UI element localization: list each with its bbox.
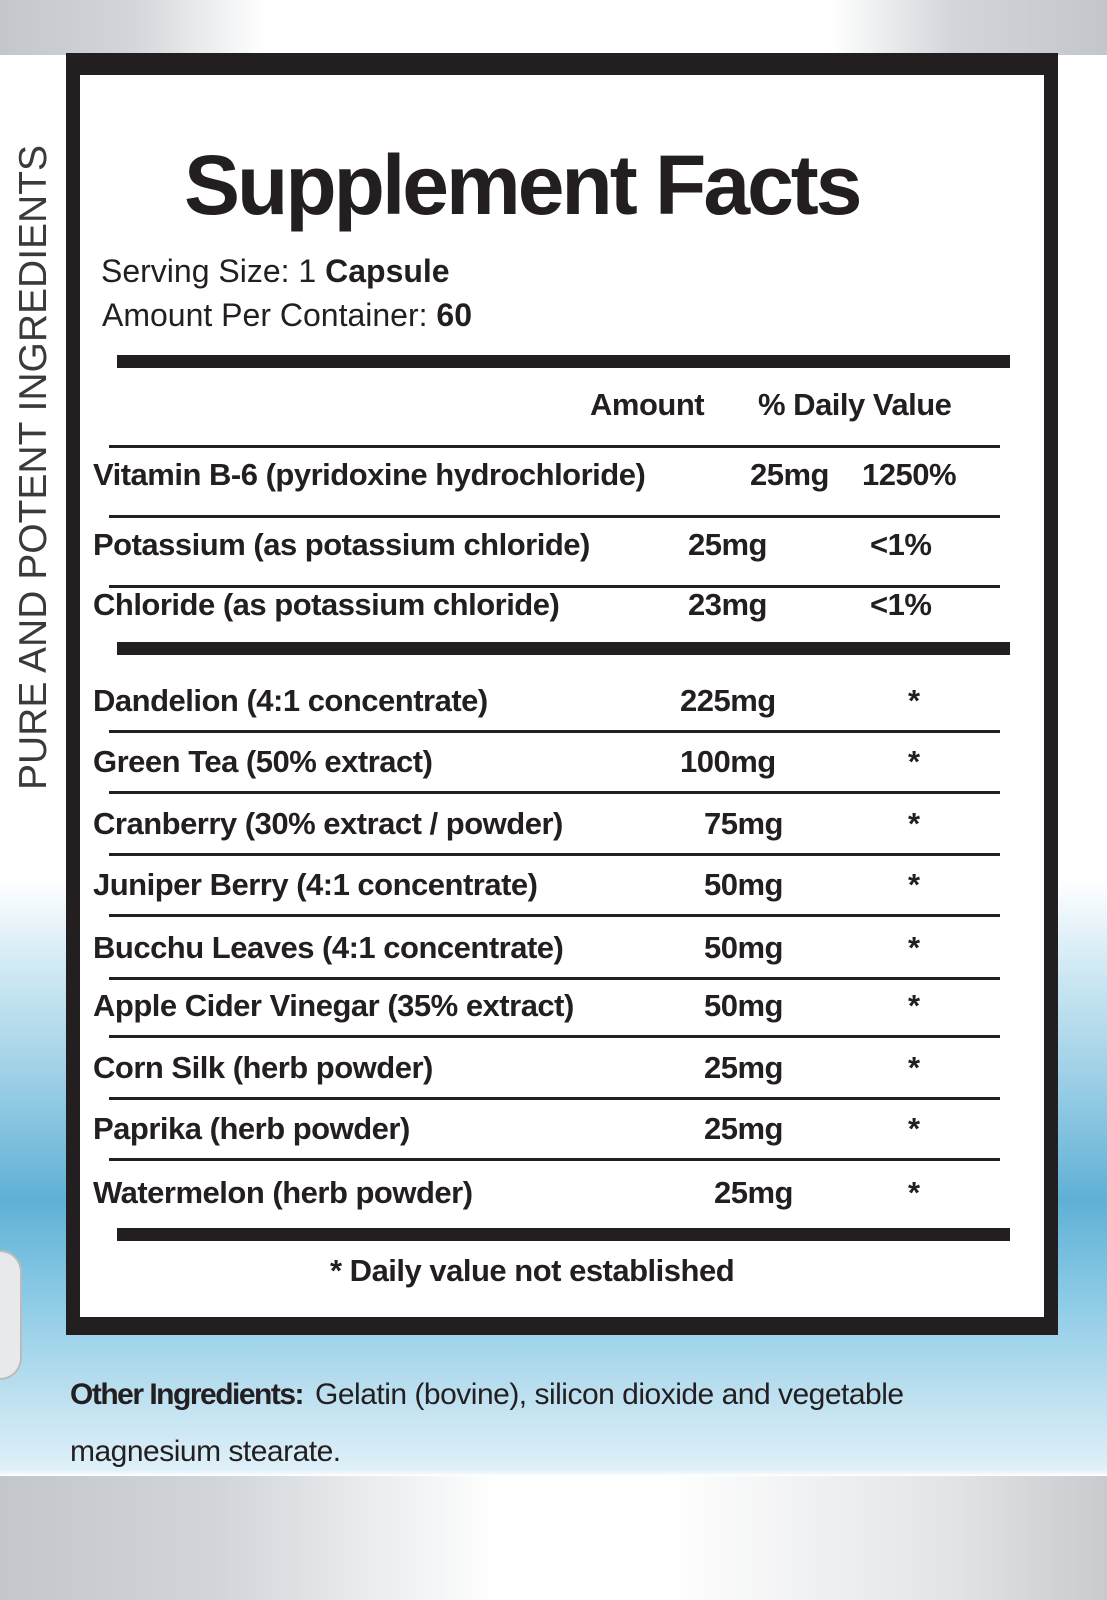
ingredient-amount: 50mg xyxy=(704,930,783,965)
ingredient-daily-value: * xyxy=(908,1050,920,1085)
divider xyxy=(109,730,1000,733)
nutrient-name: Chloride (as potassium chloride) xyxy=(93,587,560,622)
divider-thick xyxy=(117,1228,1010,1241)
ingredient-name: Dandelion (4:1 concentrate) xyxy=(93,683,488,718)
serving-size-value: Capsule xyxy=(325,253,450,289)
ingredient-name: Paprika (herb powder) xyxy=(93,1111,410,1146)
header-amount: Amount xyxy=(590,387,705,422)
side-tagline: PURE AND POTENT INGREDIENTS xyxy=(12,144,55,790)
top-band xyxy=(0,0,1107,55)
ingredient-name: Green Tea (50% extract) xyxy=(93,744,433,779)
ingredient-name: Bucchu Leaves (4:1 concentrate) xyxy=(93,930,564,965)
ingredient-daily-value: * xyxy=(908,930,920,965)
nutrient-amount: 23mg xyxy=(688,587,767,622)
nutrient-daily-value: <1% xyxy=(870,587,932,622)
nutrient-daily-value: 1250% xyxy=(862,457,957,492)
emblem-badge xyxy=(0,1250,22,1380)
ingredient-name: Cranberry (30% extract / powder) xyxy=(93,806,563,841)
nutrient-amount: 25mg xyxy=(750,457,829,492)
divider xyxy=(109,791,1000,794)
ingredient-amount: 225mg xyxy=(680,683,776,718)
footnote: * Daily value not established xyxy=(330,1253,735,1288)
serving-size-label: Serving Size: 1 xyxy=(101,253,317,289)
per-container-value: 60 xyxy=(436,297,472,333)
other-ingredients-line1: Gelatin (bovine), silicon dioxide and ve… xyxy=(315,1378,904,1411)
nutrient-amount: 25mg xyxy=(688,527,767,562)
divider xyxy=(109,853,1000,856)
ingredient-daily-value: * xyxy=(908,1175,920,1210)
divider xyxy=(109,445,1000,448)
serving-size: Serving Size: 1 Capsule xyxy=(101,253,450,290)
divider xyxy=(109,585,1000,588)
ingredient-amount: 50mg xyxy=(704,867,783,902)
ingredient-name: Watermelon (herb powder) xyxy=(93,1175,473,1210)
other-ingredients-label: Other Ingredients: xyxy=(70,1378,305,1411)
per-container-label: Amount Per Container: xyxy=(102,297,428,333)
ingredient-amount: 75mg xyxy=(704,806,783,841)
divider-thick xyxy=(117,642,1010,655)
ingredient-amount: 25mg xyxy=(714,1175,793,1210)
nutrient-name: Potassium (as potassium chloride) xyxy=(93,527,590,562)
ingredient-amount: 50mg xyxy=(704,988,783,1023)
ingredient-name: Corn Silk (herb powder) xyxy=(93,1050,433,1085)
ingredient-name: Apple Cider Vinegar (35% extract) xyxy=(93,988,574,1023)
nutrient-daily-value: <1% xyxy=(870,527,932,562)
supplement-facts-panel: Supplement Facts Serving Size: 1 Capsule… xyxy=(66,53,1058,1335)
ingredient-amount: 25mg xyxy=(704,1050,783,1085)
per-container: Amount Per Container: 60 xyxy=(102,297,472,334)
header-daily-value: % Daily Value xyxy=(758,387,952,422)
divider xyxy=(109,914,1000,917)
other-ingredients-line2: magnesium stearate. xyxy=(70,1435,341,1468)
other-ingredients: Other Ingredients: Gelatin (bovine), sili… xyxy=(70,1366,1070,1480)
divider xyxy=(109,515,1000,518)
nutrient-name: Vitamin B-6 (pyridoxine hydrochloride) xyxy=(93,457,646,492)
ingredient-daily-value: * xyxy=(908,744,920,779)
ingredient-daily-value: * xyxy=(908,683,920,718)
ingredient-daily-value: * xyxy=(908,988,920,1023)
divider xyxy=(109,1158,1000,1161)
ingredient-daily-value: * xyxy=(908,867,920,902)
ingredient-daily-value: * xyxy=(908,806,920,841)
ingredient-daily-value: * xyxy=(908,1111,920,1146)
divider xyxy=(109,977,1000,980)
ingredient-amount: 100mg xyxy=(680,744,776,779)
ingredient-name: Juniper Berry (4:1 concentrate) xyxy=(93,867,538,902)
ingredient-amount: 25mg xyxy=(704,1111,783,1146)
panel-title: Supplement Facts xyxy=(184,138,862,232)
divider xyxy=(109,1097,1000,1100)
bottom-band xyxy=(0,1476,1107,1600)
divider-thick xyxy=(117,355,1010,368)
divider xyxy=(109,1035,1000,1038)
